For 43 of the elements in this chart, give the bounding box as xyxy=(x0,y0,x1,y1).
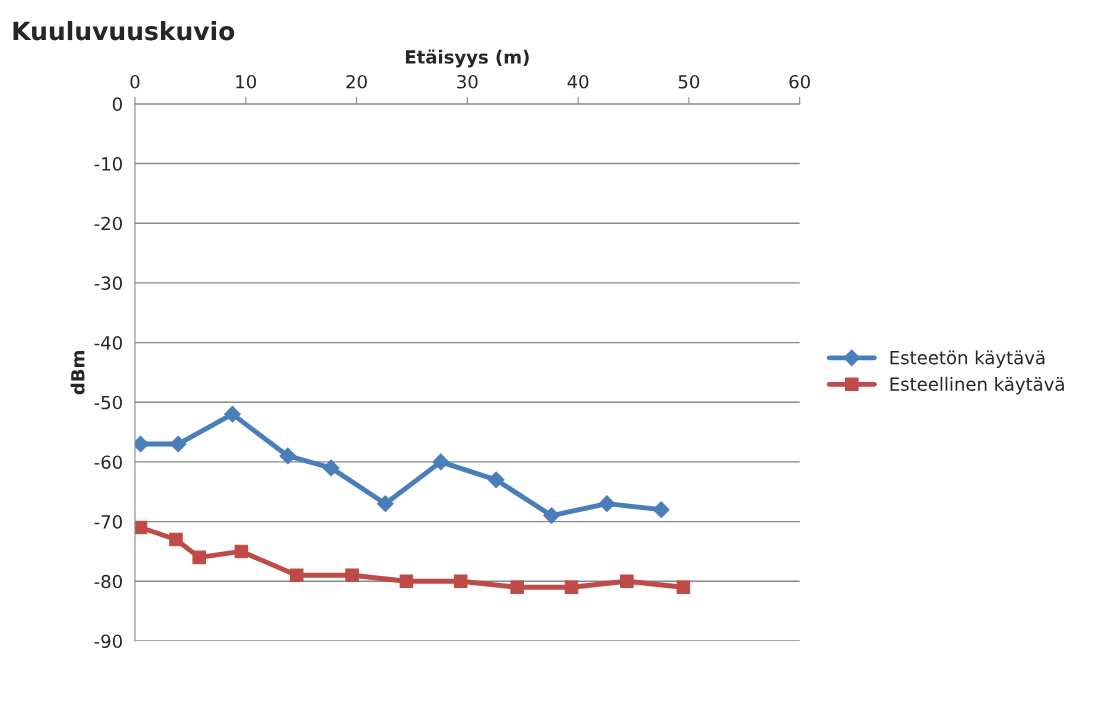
point xyxy=(399,574,414,589)
point xyxy=(169,435,187,453)
point xyxy=(322,459,340,477)
y-tick-label: -80 xyxy=(94,574,122,589)
point xyxy=(279,447,297,465)
y-tick-label: -40 xyxy=(94,336,122,350)
point xyxy=(676,580,691,594)
x-tick-label: 40 xyxy=(567,74,589,89)
x-tick-label: 10 xyxy=(236,74,257,89)
point xyxy=(192,550,206,565)
x-tick-label: 0 xyxy=(130,74,140,89)
y-tick-label: -60 xyxy=(94,455,122,470)
legend-label: Esteellinen käytävä xyxy=(890,376,1064,395)
point xyxy=(345,568,359,583)
legend-label: Esteetön käytävä xyxy=(890,350,1045,368)
point xyxy=(376,495,394,513)
x-tick-label: 50 xyxy=(678,74,700,89)
chart-title: Kuuluvuuskuvio xyxy=(13,21,235,41)
point xyxy=(598,495,616,513)
point xyxy=(564,580,579,594)
y-axis-title: dBm xyxy=(70,351,85,395)
point xyxy=(652,501,670,519)
point xyxy=(224,405,241,423)
point xyxy=(169,532,183,547)
point xyxy=(620,574,634,589)
y-tick-label: -20 xyxy=(94,216,122,231)
y-tick-label: -10 xyxy=(94,157,122,171)
point xyxy=(453,574,468,589)
y-tick-label: 0 xyxy=(112,97,122,112)
point xyxy=(510,580,524,594)
x-tick-label: 20 xyxy=(346,74,367,89)
point xyxy=(432,453,450,471)
x-axis-title: Etäisyys (m) xyxy=(405,49,529,68)
point xyxy=(543,507,560,524)
point xyxy=(289,568,304,583)
y-tick-label: -70 xyxy=(94,515,122,529)
x-tick-label: 60 xyxy=(789,74,810,89)
x-tick-label: 30 xyxy=(457,74,478,89)
point xyxy=(487,471,505,489)
y-tick-label: -50 xyxy=(94,395,122,410)
point xyxy=(234,544,249,559)
y-tick-label: -30 xyxy=(94,276,122,291)
y-tick-label: -90 xyxy=(94,634,122,649)
